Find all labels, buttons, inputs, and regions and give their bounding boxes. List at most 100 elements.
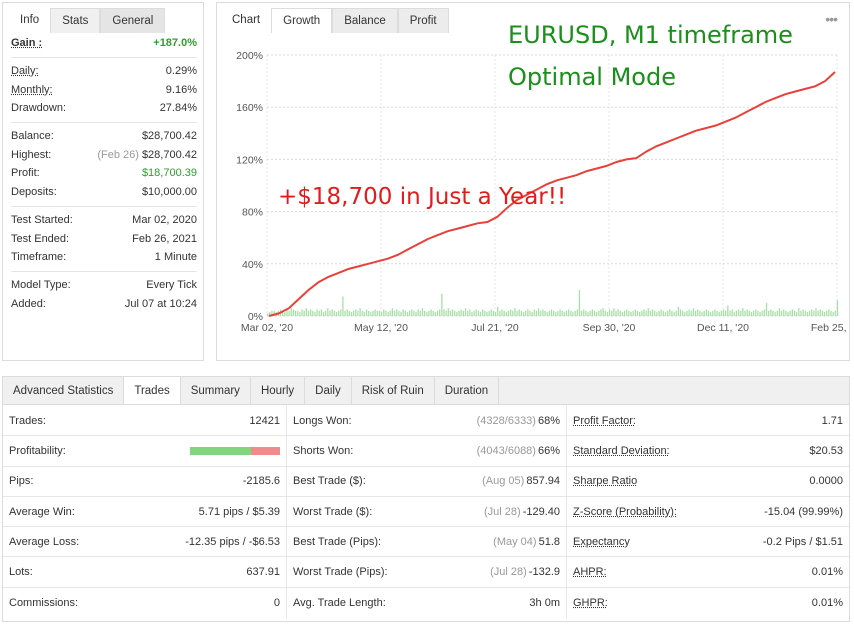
tab-general[interactable]: General [100, 8, 166, 33]
volume-bar [669, 309, 671, 316]
stat-label[interactable]: Standard Deviation: [573, 444, 670, 457]
volume-bar [292, 309, 295, 316]
y-tick-label: 200% [236, 50, 263, 62]
volume-bar [361, 310, 363, 316]
tab-growth[interactable]: Growth [271, 8, 333, 33]
x-tick-label: May 12, '20 [354, 322, 408, 334]
info-label[interactable]: Daily: [11, 65, 39, 78]
volume-bar [490, 309, 492, 316]
tab-trades[interactable]: Trades [124, 377, 181, 404]
info-value: $18,700.39 [141, 167, 197, 180]
tab-daily[interactable]: Daily [305, 377, 352, 404]
info-label: Added: [11, 297, 46, 310]
stat-value-wrap: 0.01% [812, 566, 843, 578]
stat-label[interactable]: Profit Factor: [573, 414, 636, 427]
volume-bar [817, 310, 819, 316]
tab-chart[interactable]: Chart [221, 8, 272, 33]
volume-bar [518, 309, 520, 316]
volume-bar [770, 309, 772, 316]
stat-value-wrap: 1.71 [822, 415, 843, 427]
volume-bar [507, 310, 510, 316]
stat-label: Best Trade ($): [293, 475, 366, 488]
tab-risk-of-ruin[interactable]: Risk of Ruin [352, 377, 435, 404]
volume-bar [484, 310, 486, 316]
volume-bar [619, 310, 621, 316]
info-label[interactable]: Monthly: [11, 83, 53, 96]
volume-bar [325, 310, 327, 316]
volume-bar [709, 312, 712, 316]
stats-cell: Average Loss: -12.35 pips / -$6.53 [3, 527, 287, 557]
info-note: (Feb 26) [97, 148, 139, 161]
volume-bar [411, 309, 413, 316]
volume-bar [733, 312, 735, 316]
stat-value: 68% [537, 414, 560, 427]
stat-value-wrap: (Aug 05) 857.94 [482, 475, 560, 487]
stat-note: (4043/6088) [476, 444, 536, 457]
x-tick-label: Jul 21, '20 [471, 322, 519, 334]
volume-bar [466, 310, 469, 316]
volume-bar [546, 312, 548, 316]
volume-bar [737, 309, 740, 316]
volume-bar [290, 308, 292, 316]
volume-bar [604, 310, 606, 316]
tab-hourly[interactable]: Hourly [251, 377, 306, 404]
stat-note: (4328/6333) [476, 414, 536, 427]
volume-bar [593, 310, 596, 316]
stat-label[interactable]: AHPR: [573, 566, 607, 579]
volume-bar [628, 310, 630, 316]
tab-advanced-statistics[interactable]: Advanced Statistics [3, 377, 125, 404]
volume-bar [456, 312, 458, 316]
stat-label[interactable]: Z-Score (Probability): [573, 505, 677, 518]
gain-label[interactable]: Gain : [11, 37, 43, 50]
volume-bar [768, 310, 770, 316]
x-tick-label: Mar 02, '20 [241, 322, 293, 334]
tab-duration[interactable]: Duration [435, 377, 500, 404]
stat-label: Worst Trade ($): [293, 505, 373, 518]
stat-value: 0.01% [811, 566, 843, 579]
more-dots-icon[interactable]: ••• [825, 11, 838, 27]
volume-bar [636, 310, 639, 316]
volume-bar [322, 312, 325, 316]
stats-cell: Best Trade (Pips): (May 04) 51.8 [287, 527, 567, 557]
stat-label: Commissions: [9, 596, 79, 609]
volume-bar [651, 309, 654, 316]
volume-bar [365, 309, 368, 316]
volume-bar [419, 310, 421, 316]
tab-profit[interactable]: Profit [397, 8, 449, 33]
volume-bar [602, 308, 604, 316]
volume-bar [434, 312, 437, 316]
stats-cell: Pips: -2185.6 [3, 466, 287, 496]
stat-label[interactable]: Sharpe Ratio [573, 475, 638, 488]
info-row: Balance: $28,700.42 [11, 127, 197, 146]
volume-bar [591, 309, 593, 316]
volume-bar [413, 310, 415, 316]
stats-row: Profitability: Shorts Won: (4043/6088) 66% S… [3, 436, 849, 467]
volume-bar [514, 308, 516, 316]
stat-label[interactable]: GHPR: [573, 596, 608, 609]
volume-bar [722, 309, 725, 316]
stat-label[interactable]: Expectancy [573, 535, 630, 548]
volume-bar [654, 310, 656, 316]
volume-bar [589, 310, 591, 316]
tab-stats[interactable]: Stats [50, 8, 101, 33]
stat-note: (May 04) [493, 535, 537, 548]
tab-summary[interactable]: Summary [181, 377, 251, 404]
info-value: 1 Minute [154, 251, 197, 264]
stat-value: 1.71 [821, 414, 843, 427]
volume-bar [615, 310, 617, 316]
info-label: Model Type: [11, 278, 71, 291]
tab-info[interactable]: Info [20, 14, 40, 26]
volume-bar [707, 310, 710, 316]
volume-bar [755, 309, 757, 316]
volume-bar [716, 310, 718, 316]
volume-bar [376, 310, 378, 316]
tab-balance[interactable]: Balance [332, 8, 398, 33]
info-value-wrap: (Feb 26) $28,700.42 [97, 149, 197, 161]
volume-bar [714, 309, 716, 316]
info-value-wrap: Every Tick [146, 279, 197, 291]
volume-bar [428, 310, 430, 316]
volume-bar [643, 309, 645, 316]
volume-bar [828, 309, 830, 316]
y-tick-label: 160% [236, 102, 263, 114]
volume-bar [505, 312, 507, 316]
